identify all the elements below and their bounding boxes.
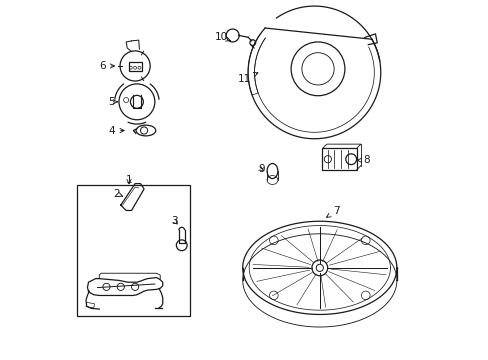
Text: 2: 2 <box>113 189 122 199</box>
Bar <box>86 302 94 308</box>
Text: 11: 11 <box>237 72 257 84</box>
Text: 7: 7 <box>326 206 339 217</box>
Text: 6: 6 <box>99 61 114 71</box>
Text: 8: 8 <box>357 155 369 165</box>
Text: 4: 4 <box>108 126 124 135</box>
Bar <box>322 148 356 170</box>
Text: 9: 9 <box>258 164 264 174</box>
Bar <box>128 62 142 71</box>
Text: 5: 5 <box>107 97 117 107</box>
Text: 1: 1 <box>125 175 132 185</box>
Bar <box>77 185 189 316</box>
Text: 10: 10 <box>214 32 230 42</box>
Text: 3: 3 <box>171 216 178 226</box>
